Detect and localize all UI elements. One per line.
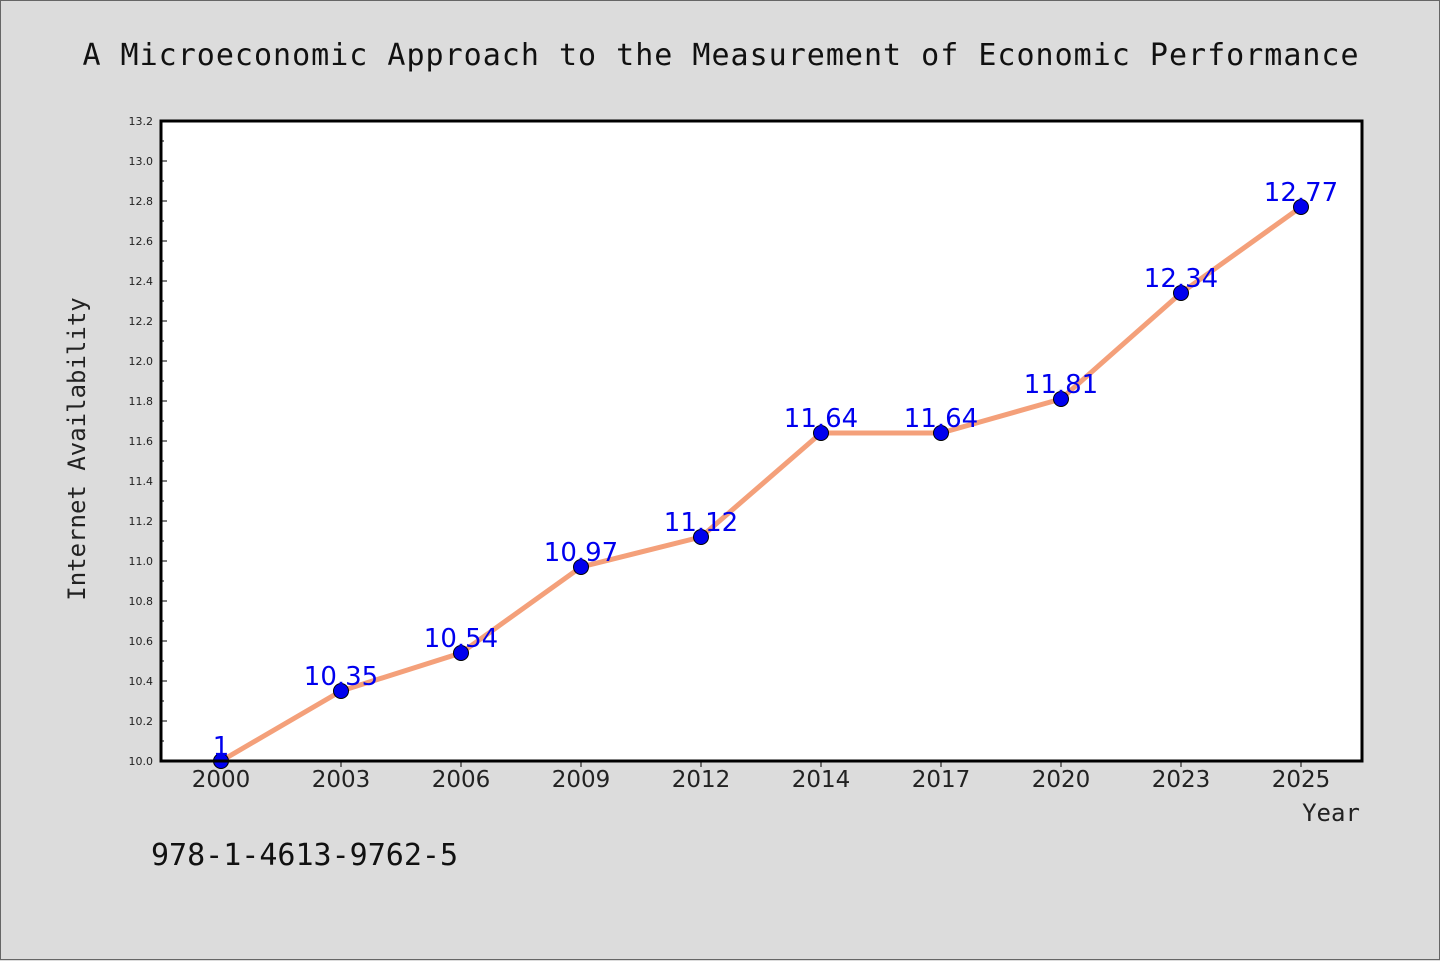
y-tick-label: 13.2 [129, 115, 154, 128]
y-tick-label: 12.2 [129, 315, 154, 328]
data-label: 1 [213, 732, 230, 762]
data-point [1293, 199, 1309, 215]
data-point [1173, 285, 1189, 301]
x-axis-title: Year [1302, 799, 1360, 827]
plot-area [161, 121, 1362, 761]
data-points [213, 199, 1309, 769]
data-point [333, 683, 349, 699]
y-tick-label: 10.6 [129, 635, 154, 648]
y-tick-label: 12.0 [129, 355, 154, 368]
y-tick-label: 11.2 [129, 515, 154, 528]
x-tick-label: 2020 [1032, 767, 1091, 793]
y-tick-label: 10.4 [129, 675, 154, 688]
plot-border [159, 119, 1364, 763]
y-tick-label: 12.4 [129, 275, 154, 288]
x-tick-label: 2012 [672, 767, 731, 793]
data-label: 12.34 [1144, 264, 1218, 294]
y-tick-label: 10.8 [129, 595, 154, 608]
data-label: 11.81 [1024, 370, 1098, 400]
x-tick-label: 2003 [312, 767, 371, 793]
y-tick-label: 10.0 [129, 755, 154, 768]
x-axis-ticks: 2000 2003 2006 2009 2012 2014 2017 2020 2023 2025 [192, 761, 1331, 793]
data-point [1053, 391, 1069, 407]
data-point [813, 425, 829, 441]
data-label: 11.64 [904, 404, 978, 434]
y-tick-label: 11.6 [129, 435, 154, 448]
data-point [933, 425, 949, 441]
y-axis-title: Internet Availability [63, 297, 91, 600]
y-tick-label: 11.8 [129, 395, 154, 408]
data-label: 12.77 [1264, 178, 1338, 208]
series-line-group [218, 204, 1304, 764]
data-label: 11.64 [784, 404, 858, 434]
data-labels: 1 10.35 10.54 10.97 11.12 11.64 11.64 11.81 12.3… [213, 178, 1338, 762]
y-tick-label: 10.2 [129, 715, 154, 728]
y-tick-label: 11.4 [129, 475, 154, 488]
x-tick-label: 2009 [552, 767, 611, 793]
data-label: 10.54 [424, 624, 498, 654]
x-tick-label: 2000 [192, 767, 251, 793]
data-label: 10.97 [544, 538, 618, 568]
data-label: 11.12 [664, 508, 738, 538]
y-tick-label: 13.0 [129, 155, 154, 168]
data-point [573, 559, 589, 575]
data-point [453, 645, 469, 661]
y-axis-ticks: 10.0 10.2 10.4 10.6 10.8 11.0 11.2 11.4 11.6 11.8… [129, 115, 167, 768]
data-point [693, 529, 709, 545]
x-tick-label: 2023 [1152, 767, 1211, 793]
x-tick-label: 2014 [792, 767, 851, 793]
chart-title: A Microeconomic Approach to the Measurem… [82, 38, 1359, 73]
y-tick-label: 12.8 [129, 195, 154, 208]
x-tick-label: 2006 [432, 767, 491, 793]
y-tick-label: 12.6 [129, 235, 154, 248]
y-tick-label: 11.0 [129, 555, 154, 568]
isbn-footer: 978-1-4613-9762-5 [151, 838, 458, 873]
x-tick-label: 2025 [1272, 767, 1331, 793]
data-label: 10.35 [304, 662, 378, 692]
x-tick-label: 2017 [912, 767, 971, 793]
series-line [218, 204, 1304, 764]
